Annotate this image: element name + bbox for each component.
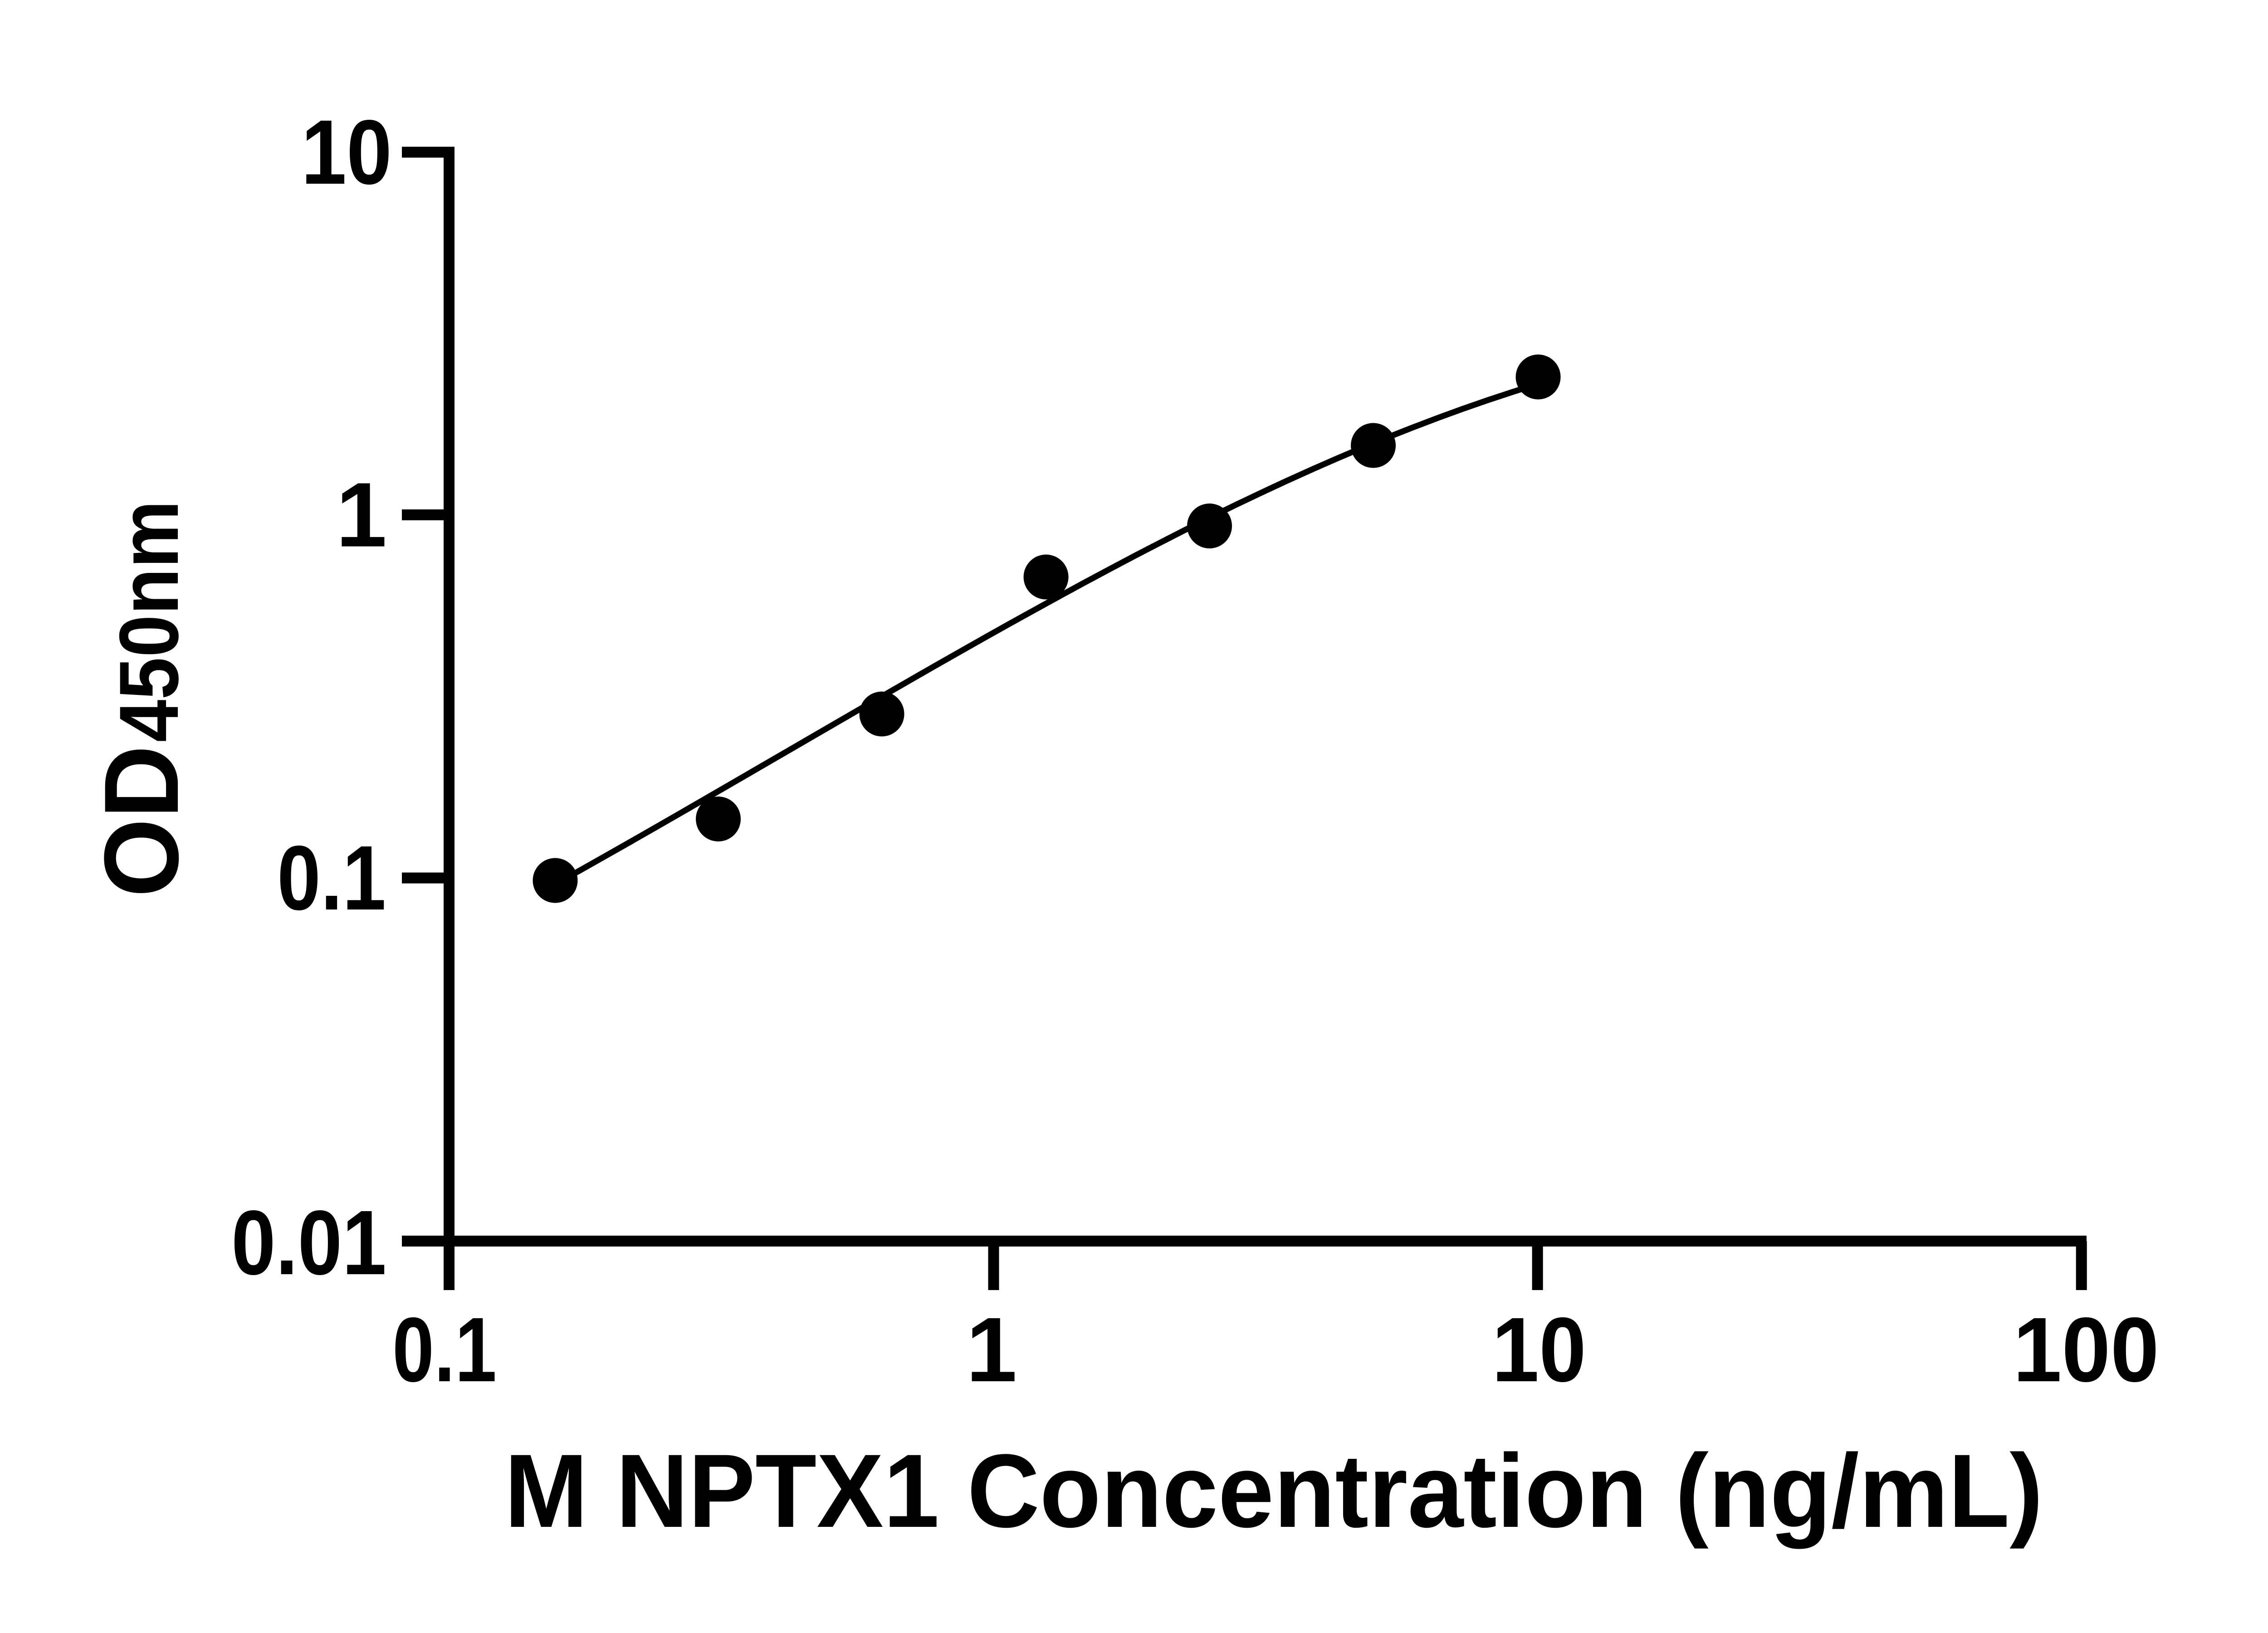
svg-text:1: 1 (966, 1298, 1017, 1401)
svg-text:0.1: 0.1 (277, 826, 386, 929)
svg-text:100: 100 (2013, 1298, 2159, 1401)
svg-text:1: 1 (336, 464, 387, 566)
svg-text:450nm: 450nm (103, 500, 196, 742)
svg-text:0.01: 0.01 (231, 1191, 386, 1294)
svg-text:10: 10 (301, 101, 392, 203)
svg-text:0.1: 0.1 (392, 1298, 497, 1401)
svg-text:M NPTX1 Concentration (ng/mL): M NPTX1 Concentration (ng/mL) (504, 1433, 2043, 1549)
svg-text:10: 10 (1492, 1298, 1586, 1401)
svg-text:OD: OD (83, 745, 200, 897)
